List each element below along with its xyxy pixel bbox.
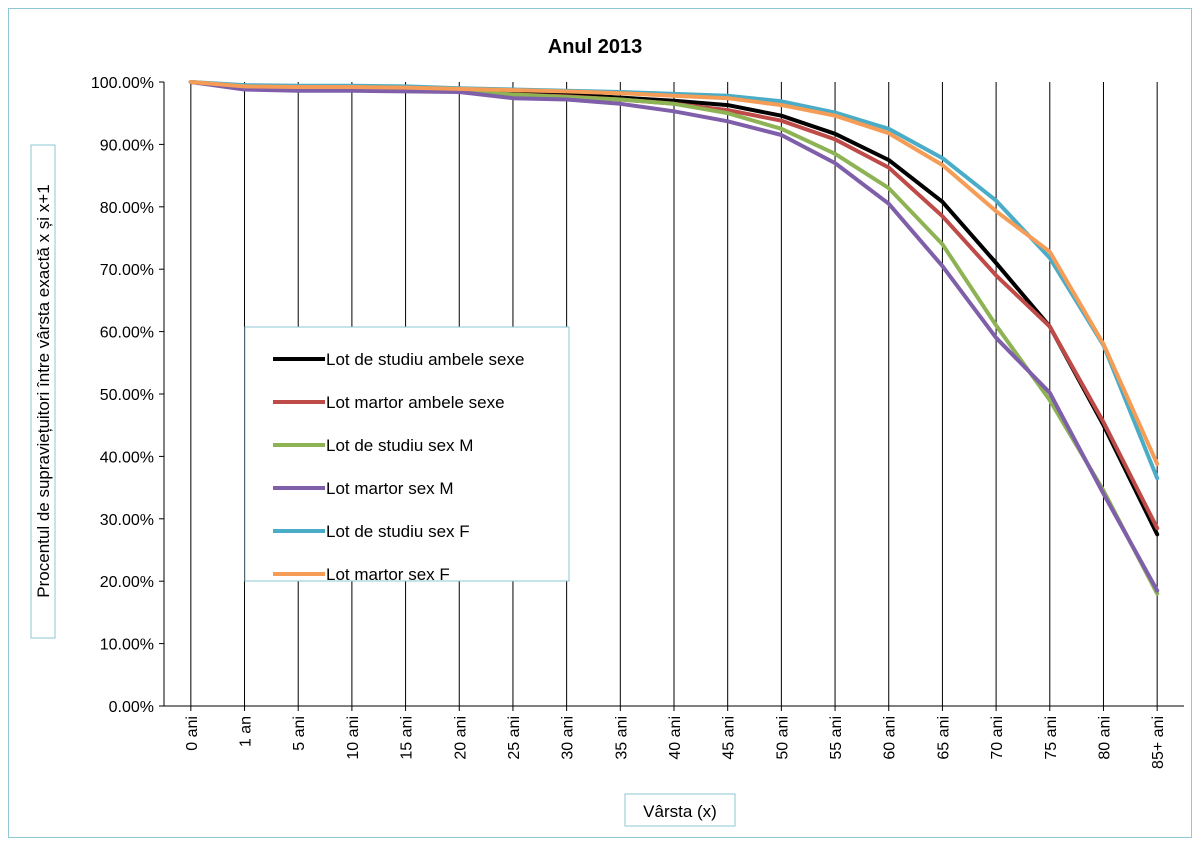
y-tick-label: 100.00% [91, 75, 154, 92]
x-tick-label: 50 ani [774, 716, 791, 760]
y-axis-ticks: 0.00% 10.00% 20.00% 30.00% 40.00% 50.00% 60.00… [91, 75, 164, 716]
y-tick-label: 0.00% [109, 699, 154, 716]
y-tick-label: 70.00% [100, 262, 154, 279]
x-tick-label: 35 ani [613, 716, 630, 760]
y-axis-label-box: Procentul de supraviețuitori între vârst… [30, 144, 56, 639]
line-chart: Anul 2013 0.00% 10.00% 20.00% 30.00% 40.00% 5… [30, 36, 1184, 827]
y-tick-label: 40.00% [100, 449, 154, 466]
x-tick-label: 5 ani [291, 716, 308, 751]
y-tick-label: 10.00% [100, 637, 154, 654]
y-axis-label: Procentul de supraviețuitori între vârst… [34, 184, 53, 597]
x-tick-label: 40 ani [667, 716, 684, 760]
legend-label-3: Lot martor sex M [326, 479, 454, 498]
x-tick-label: 20 ani [452, 716, 469, 760]
x-tick-label: 30 ani [560, 716, 577, 760]
x-tick-label: 65 ani [935, 716, 952, 760]
x-tick-label: 85+ ani [1150, 716, 1167, 769]
legend-box [244, 326, 570, 582]
series-lines [188, 80, 1160, 596]
x-tick-label: 0 ani [184, 716, 201, 751]
y-tick-label: 50.00% [100, 387, 154, 404]
x-tick-label: 55 ani [828, 716, 845, 760]
y-tick-label: 80.00% [100, 200, 154, 217]
y-tick-label: 20.00% [100, 574, 154, 591]
x-tick-label: 15 ani [399, 716, 416, 760]
legend-label-5: Lot martor sex F [326, 565, 450, 584]
y-tick-label: 60.00% [100, 325, 154, 342]
legend-label-0: Lot de studiu ambele sexe [326, 350, 524, 369]
legend-label-4: Lot de studiu sex F [326, 522, 470, 541]
y-tick-label: 30.00% [100, 512, 154, 529]
legend-label-1: Lot martor ambele sexe [326, 393, 505, 412]
series-line-5 [188, 80, 1160, 466]
x-tick-label: 75 ani [1043, 716, 1060, 760]
x-axis-label: Vârsta (x) [643, 802, 717, 821]
x-tick-label: 45 ani [721, 716, 738, 760]
x-tick-label: 60 ani [882, 716, 899, 760]
series-line-3 [188, 80, 1160, 593]
chart-frame: Anul 2013 0.00% 10.00% 20.00% 30.00% 40.00% 5… [8, 8, 1192, 838]
y-tick-label: 90.00% [100, 137, 154, 154]
x-axis-ticks: 0 ani 1 an 5 ani 10 ani 15 ani 20 ani 25 ani 30… [184, 706, 1167, 769]
legend: Lot de studiu ambele sexe Lot martor ambe… [244, 326, 570, 584]
chart-title: Anul 2013 [548, 36, 642, 58]
x-tick-label: 80 ani [1096, 716, 1113, 760]
x-axis-label-box: Vârsta (x) [624, 793, 736, 827]
x-tick-label: 1 an [238, 716, 255, 747]
x-tick-label: 70 ani [989, 716, 1006, 760]
x-tick-label: 25 ani [506, 716, 523, 760]
legend-label-2: Lot de studiu sex M [326, 436, 473, 455]
x-tick-label: 10 ani [345, 716, 362, 760]
